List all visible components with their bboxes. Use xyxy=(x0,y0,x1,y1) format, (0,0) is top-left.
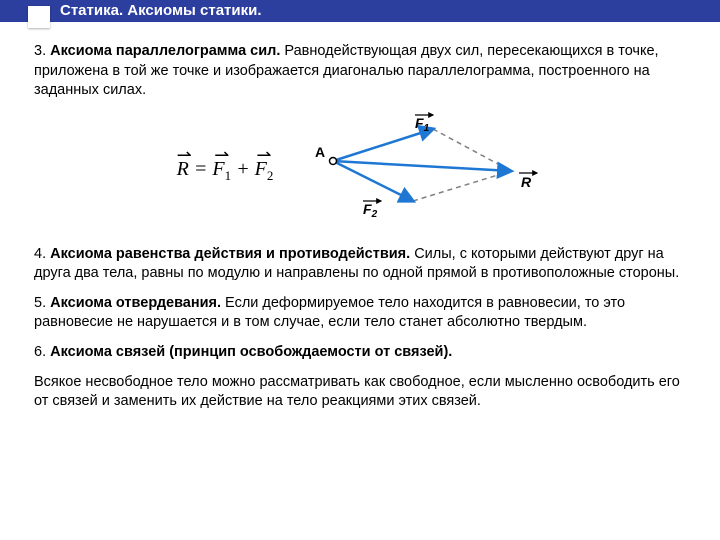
header-bar: Статика. Аксиомы статики. xyxy=(0,0,720,28)
plus-sign: + xyxy=(231,158,255,180)
axiom-5-title: Аксиома отвердевания. xyxy=(50,295,221,311)
figure-row: R = F1 + F2 xyxy=(34,111,686,231)
axiom-3-paragraph: 3. Аксиома параллелограмма сил. Равнодей… xyxy=(34,42,686,101)
axiom-4-number: 4. xyxy=(34,246,50,262)
vector-F1-letter: F xyxy=(212,158,224,180)
header-square-accent xyxy=(28,6,50,28)
vector-R: R xyxy=(177,156,189,183)
equation-r-eq-f1-plus-f2: R = F1 + F2 xyxy=(177,156,274,185)
axiom-6-title: Аксиома связей (принцип освобождаемости … xyxy=(50,344,452,360)
vector-F2-sub: 2 xyxy=(267,168,274,183)
vector-f2-line xyxy=(333,161,413,201)
dash-f2-to-r xyxy=(413,171,511,201)
equals-sign: = xyxy=(189,158,213,180)
axiom-4-paragraph: 4. Аксиома равенства действия и противод… xyxy=(34,245,686,284)
vector-f1-line xyxy=(333,129,433,161)
point-a-marker xyxy=(330,157,337,164)
vector-F2: F2 xyxy=(255,156,274,185)
axiom-5-number: 5. xyxy=(34,295,50,311)
vector-r-line xyxy=(333,161,511,171)
label-r: R xyxy=(521,174,532,190)
label-A: A xyxy=(315,144,325,160)
axiom-4-title: Аксиома равенства действия и противодейс… xyxy=(50,246,410,262)
axiom-6-number: 6. xyxy=(34,344,50,360)
vector-F2-letter: F xyxy=(255,158,267,180)
page-title: Статика. Аксиомы статики. xyxy=(60,0,262,22)
axiom-3-number: 3. xyxy=(34,43,50,59)
axiom-3-title: Аксиома параллелограмма сил. xyxy=(50,43,280,59)
axiom-5-paragraph: 5. Аксиома отвердевания. Если деформируе… xyxy=(34,294,686,333)
content-area: 3. Аксиома параллелограмма сил. Равнодей… xyxy=(0,28,720,412)
vector-F1-sub: 1 xyxy=(225,168,232,183)
parallelogram-diagram: A F1 F2 R xyxy=(303,111,543,231)
vector-F1: F1 xyxy=(212,156,231,185)
axiom-6-body: Всякое несвободное тело можно рассматрив… xyxy=(34,373,686,412)
label-f2: F2 xyxy=(363,201,378,220)
dash-f1-to-r xyxy=(433,129,511,171)
axiom-6-paragraph: 6. Аксиома связей (принцип освобождаемос… xyxy=(34,343,686,363)
